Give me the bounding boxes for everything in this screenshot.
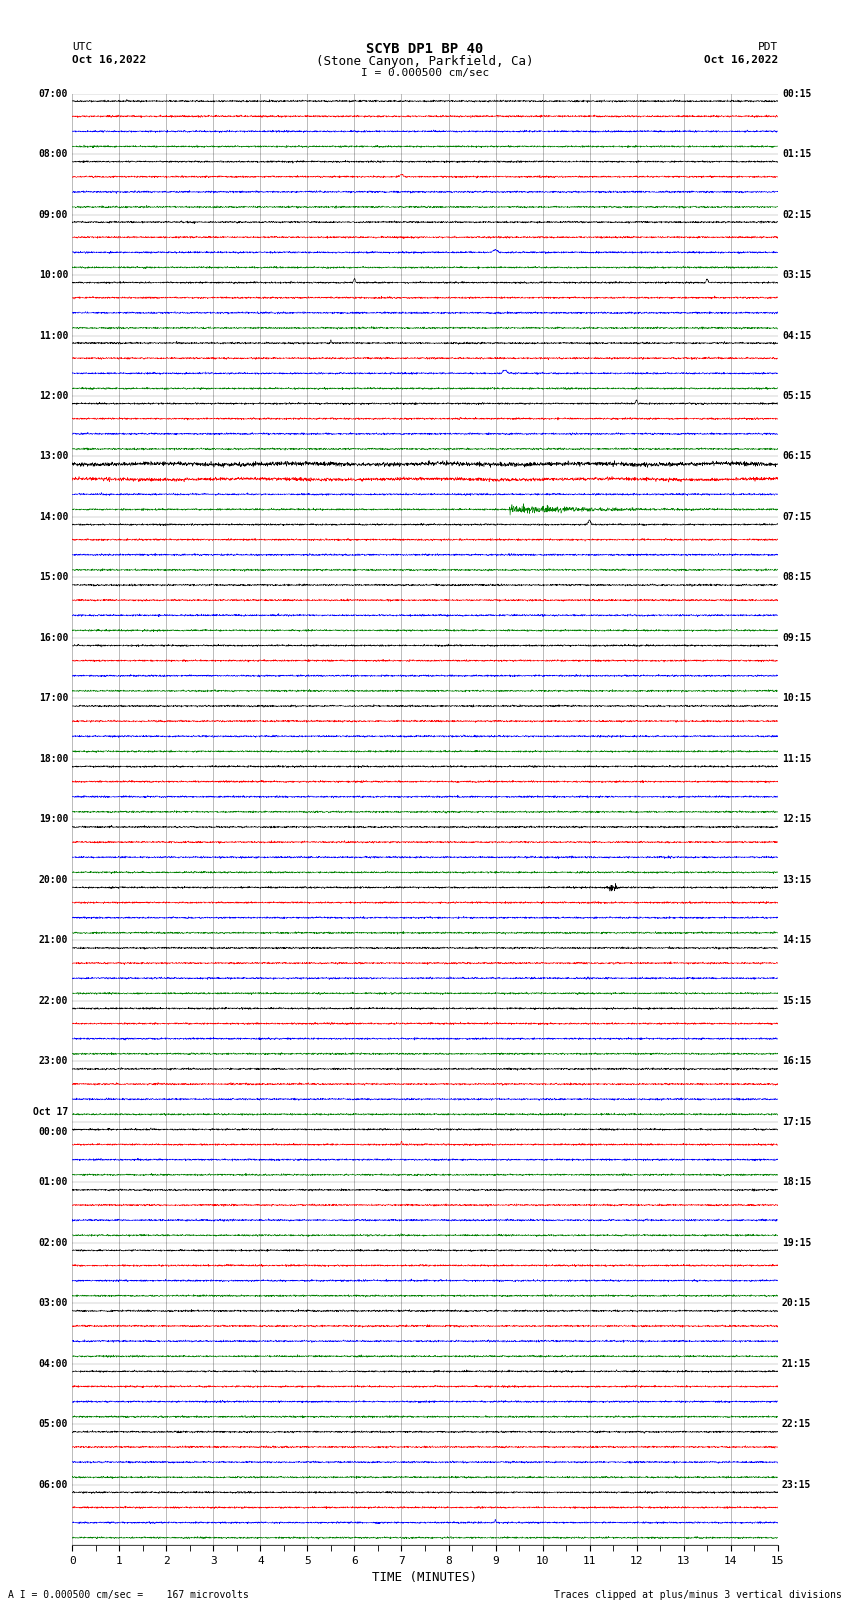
Text: I = 0.000500 cm/sec: I = 0.000500 cm/sec bbox=[361, 68, 489, 77]
Text: 22:00: 22:00 bbox=[38, 995, 68, 1007]
Text: 20:00: 20:00 bbox=[38, 874, 68, 886]
Text: 16:15: 16:15 bbox=[782, 1057, 812, 1066]
Text: 03:15: 03:15 bbox=[782, 269, 812, 281]
Text: 02:00: 02:00 bbox=[38, 1237, 68, 1248]
Text: Oct 16,2022: Oct 16,2022 bbox=[704, 55, 778, 65]
Text: 23:00: 23:00 bbox=[38, 1057, 68, 1066]
Text: 05:00: 05:00 bbox=[38, 1419, 68, 1429]
Text: 07:00: 07:00 bbox=[38, 89, 68, 98]
Text: 00:15: 00:15 bbox=[782, 89, 812, 98]
Text: 14:00: 14:00 bbox=[38, 511, 68, 523]
Text: 13:00: 13:00 bbox=[38, 452, 68, 461]
Text: 06:00: 06:00 bbox=[38, 1479, 68, 1490]
Text: 10:15: 10:15 bbox=[782, 694, 812, 703]
Text: 18:00: 18:00 bbox=[38, 753, 68, 765]
Text: 18:15: 18:15 bbox=[782, 1177, 812, 1187]
Text: 13:15: 13:15 bbox=[782, 874, 812, 886]
Text: 02:15: 02:15 bbox=[782, 210, 812, 219]
Text: 08:00: 08:00 bbox=[38, 148, 68, 160]
Text: 11:00: 11:00 bbox=[38, 331, 68, 340]
Text: 05:15: 05:15 bbox=[782, 390, 812, 402]
X-axis label: TIME (MINUTES): TIME (MINUTES) bbox=[372, 1571, 478, 1584]
Text: 09:15: 09:15 bbox=[782, 632, 812, 644]
Text: 12:00: 12:00 bbox=[38, 390, 68, 402]
Text: (Stone Canyon, Parkfield, Ca): (Stone Canyon, Parkfield, Ca) bbox=[316, 55, 534, 68]
Text: Oct 16,2022: Oct 16,2022 bbox=[72, 55, 146, 65]
Text: 15:00: 15:00 bbox=[38, 573, 68, 582]
Text: 22:15: 22:15 bbox=[782, 1419, 812, 1429]
Text: 15:15: 15:15 bbox=[782, 995, 812, 1007]
Text: 10:00: 10:00 bbox=[38, 269, 68, 281]
Text: 00:00: 00:00 bbox=[38, 1126, 68, 1137]
Text: 17:15: 17:15 bbox=[782, 1116, 812, 1127]
Text: A I = 0.000500 cm/sec =    167 microvolts: A I = 0.000500 cm/sec = 167 microvolts bbox=[8, 1590, 249, 1600]
Text: 23:15: 23:15 bbox=[782, 1479, 812, 1490]
Text: Traces clipped at plus/minus 3 vertical divisions: Traces clipped at plus/minus 3 vertical … bbox=[553, 1590, 842, 1600]
Text: 04:00: 04:00 bbox=[38, 1358, 68, 1369]
Text: SCYB DP1 BP 40: SCYB DP1 BP 40 bbox=[366, 42, 484, 56]
Text: 08:15: 08:15 bbox=[782, 573, 812, 582]
Text: 17:00: 17:00 bbox=[38, 694, 68, 703]
Text: 11:15: 11:15 bbox=[782, 753, 812, 765]
Text: 21:15: 21:15 bbox=[782, 1358, 812, 1369]
Text: 01:00: 01:00 bbox=[38, 1177, 68, 1187]
Text: 14:15: 14:15 bbox=[782, 936, 812, 945]
Text: 19:00: 19:00 bbox=[38, 815, 68, 824]
Text: 04:15: 04:15 bbox=[782, 331, 812, 340]
Text: 12:15: 12:15 bbox=[782, 815, 812, 824]
Text: 20:15: 20:15 bbox=[782, 1298, 812, 1308]
Text: PDT: PDT bbox=[757, 42, 778, 52]
Text: 06:15: 06:15 bbox=[782, 452, 812, 461]
Text: 01:15: 01:15 bbox=[782, 148, 812, 160]
Text: UTC: UTC bbox=[72, 42, 93, 52]
Text: 03:00: 03:00 bbox=[38, 1298, 68, 1308]
Text: Oct 17: Oct 17 bbox=[33, 1107, 68, 1116]
Text: 19:15: 19:15 bbox=[782, 1237, 812, 1248]
Text: 07:15: 07:15 bbox=[782, 511, 812, 523]
Text: 16:00: 16:00 bbox=[38, 632, 68, 644]
Text: 21:00: 21:00 bbox=[38, 936, 68, 945]
Text: 09:00: 09:00 bbox=[38, 210, 68, 219]
